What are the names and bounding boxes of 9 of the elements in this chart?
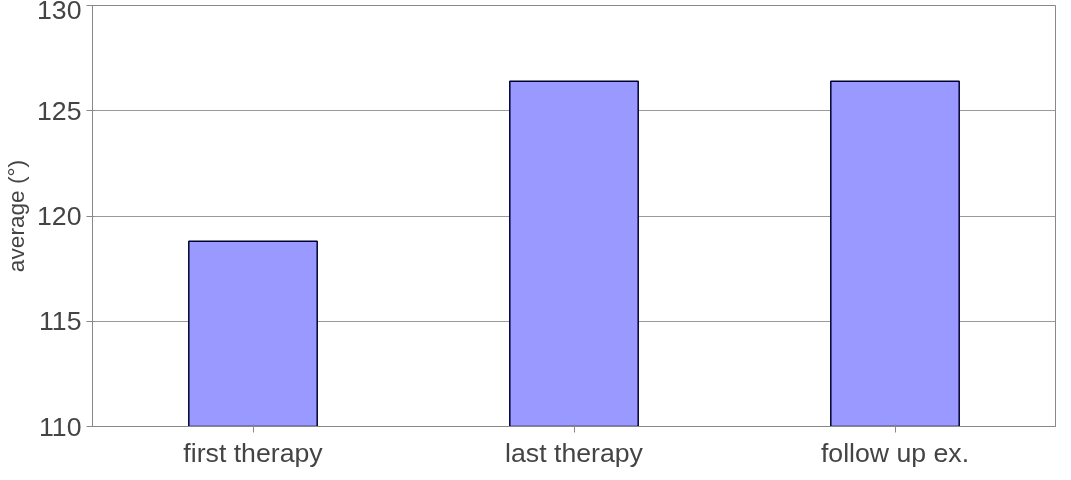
- y-tick-label: 110: [39, 411, 82, 442]
- y-tick-label: 120: [37, 201, 82, 231]
- y-axis-title: average (°): [3, 159, 30, 273]
- x-tick-label: follow up ex.: [820, 437, 970, 468]
- x-tick-label: last therapy: [505, 437, 644, 468]
- y-tick-label: 125: [37, 95, 82, 126]
- y-tick-label: 115: [39, 306, 82, 337]
- y-tick-label: 130: [37, 0, 82, 25]
- x-tick-label: first therapy: [183, 437, 324, 468]
